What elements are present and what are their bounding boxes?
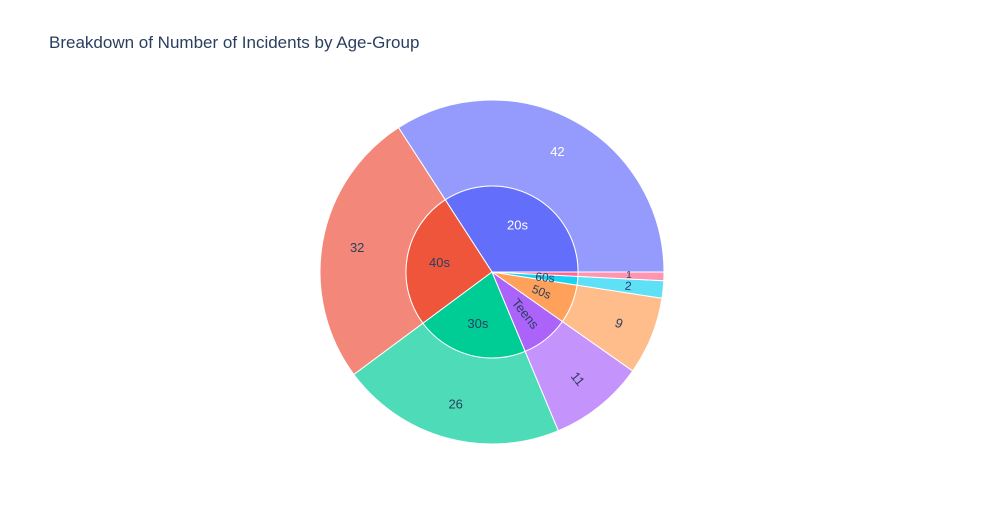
chart-title: Breakdown of Number of Incidents by Age-… [49,33,420,52]
inner-label-60s: 60s [535,269,556,285]
outer-label-2: 2 [624,279,632,294]
inner-label-20s: 20s [507,218,528,233]
inner-slice-segment-6[interactable] [491,271,579,277]
inner-label-40s: 40s [429,255,450,270]
inner-label-30s: 30s [467,316,488,331]
outer-label-32: 32 [350,240,364,255]
inner-label-50s: 50s [530,282,553,302]
inner-slice-30s[interactable] [422,271,526,359]
inner-slice-40s[interactable] [405,199,493,324]
outer-label-26: 26 [448,397,462,412]
outer-label-1: 1 [626,270,632,281]
outer-label-42: 42 [550,144,564,159]
